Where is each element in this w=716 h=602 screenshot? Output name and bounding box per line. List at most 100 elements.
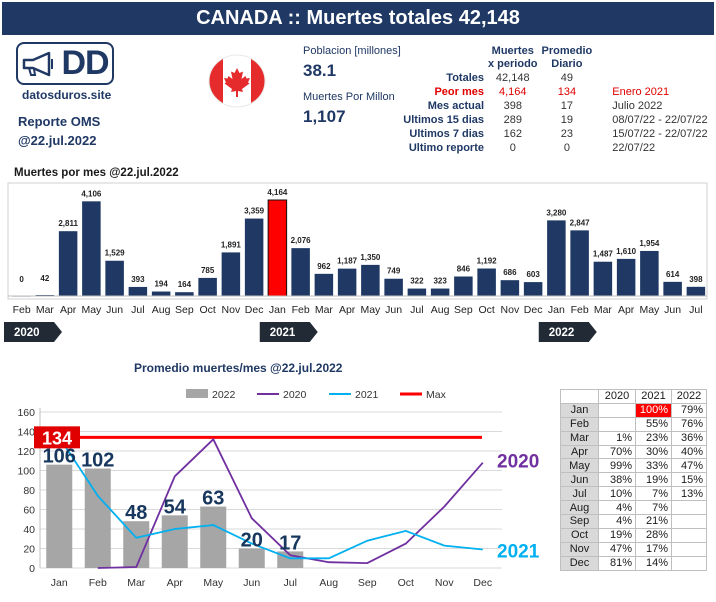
data-label: 2,811 bbox=[58, 219, 78, 228]
bar bbox=[430, 288, 450, 296]
data-label: 4,164 bbox=[267, 188, 288, 197]
bar bbox=[616, 258, 636, 296]
bar bbox=[454, 276, 473, 296]
data-label: 2,847 bbox=[570, 218, 591, 227]
percent-cell bbox=[671, 555, 707, 571]
bar bbox=[291, 248, 310, 296]
percent-cell: 70% bbox=[598, 444, 636, 460]
bar bbox=[570, 230, 589, 296]
tick-label: Feb bbox=[13, 304, 31, 316]
bar-2022-label: 17 bbox=[279, 532, 301, 554]
data-label: 846 bbox=[457, 264, 471, 273]
tick-label: Dec bbox=[524, 304, 543, 316]
legend-label-2022: 2022 bbox=[212, 389, 236, 401]
x-tick-label: Apr bbox=[167, 577, 184, 589]
percent-cell: Feb bbox=[560, 416, 599, 432]
percent-table-row: May 99% 33% 47% bbox=[560, 458, 707, 474]
x-tick-label: Sep bbox=[358, 577, 377, 589]
tick-label: Sep bbox=[175, 304, 194, 316]
max-badge bbox=[34, 426, 80, 449]
percent-table-row: Sep 4% 21% bbox=[560, 514, 707, 529]
series-end-label-2020: 2020 bbox=[497, 452, 539, 473]
tick-label: Nov bbox=[501, 304, 520, 316]
summary-row: Totales 42,148 49 bbox=[446, 72, 573, 84]
data-label: 1,487 bbox=[593, 250, 614, 259]
percent-cell: Oct bbox=[560, 527, 599, 543]
percent-cell: 10% bbox=[598, 486, 636, 502]
bar bbox=[640, 250, 659, 296]
x-tick-label: Jun bbox=[243, 577, 260, 589]
summary-header-muertes: Muertes bbox=[491, 45, 534, 57]
average-chart-title: Promedio muertes/mes @22.jul.2022 bbox=[134, 361, 343, 375]
percent-cell: 47% bbox=[671, 458, 707, 474]
series-end-label-2021: 2021 bbox=[497, 541, 540, 562]
bar-2022-label: 54 bbox=[164, 496, 187, 518]
bar bbox=[663, 281, 682, 296]
data-label: 785 bbox=[201, 266, 215, 275]
y-tick-label: 0 bbox=[29, 563, 35, 575]
bar bbox=[105, 260, 124, 296]
data-label: 164 bbox=[178, 280, 192, 289]
summary-header-promedio: Promedio bbox=[541, 45, 593, 57]
year-tag-2021: 2021 bbox=[259, 322, 318, 342]
summary-row: Ultimos 15 dias 289 19 08/07/22 - 22/07/22 bbox=[403, 114, 708, 126]
summary-row: Mes actual 398 17 Julio 2022 bbox=[427, 100, 663, 112]
bar bbox=[686, 286, 706, 296]
percent-table-wrap: 2020 2021 2022 Jan 100% 79% Feb 55% 76% Mar 1% 2… bbox=[560, 389, 707, 571]
percent-cell: May bbox=[560, 458, 599, 474]
per-million-value: 1,107 bbox=[303, 107, 346, 126]
population-value: 38.1 bbox=[303, 61, 337, 80]
data-label: 1,192 bbox=[477, 257, 498, 266]
data-label: 686 bbox=[503, 268, 517, 277]
max-badge-label: 134 bbox=[42, 428, 72, 448]
data-label: 962 bbox=[317, 262, 331, 271]
bar-2022 bbox=[84, 468, 111, 568]
data-label: 42 bbox=[40, 274, 49, 283]
bar bbox=[523, 282, 543, 296]
data-label: 749 bbox=[387, 267, 401, 276]
year-tag-label: 2021 bbox=[270, 327, 296, 339]
percent-table-row: Apr 70% 30% 40% bbox=[560, 444, 707, 460]
logo-text: DD bbox=[61, 44, 109, 82]
data-label: 323 bbox=[433, 277, 447, 286]
data-label: 398 bbox=[689, 275, 703, 284]
percent-cell: 40% bbox=[671, 444, 707, 460]
data-label: 614 bbox=[666, 270, 680, 279]
legend-swatch-2022 bbox=[186, 389, 208, 398]
y-tick-label: 120 bbox=[17, 446, 35, 458]
tick-label: Jul bbox=[131, 304, 144, 316]
bar-2022-label: 102 bbox=[81, 450, 114, 472]
percent-cell: 1% bbox=[598, 430, 636, 446]
percent-cell: 47% bbox=[598, 541, 636, 557]
percent-cell: 14% bbox=[635, 555, 672, 571]
percent-cell bbox=[671, 500, 707, 516]
tick-label: Sep bbox=[454, 304, 473, 316]
tick-label: Jan bbox=[269, 304, 286, 316]
percent-table: 2020 2021 2022 Jan 100% 79% Feb 55% 76% Mar 1% 2… bbox=[560, 389, 707, 571]
percent-cell: 38% bbox=[598, 472, 636, 488]
x-tick-label: Oct bbox=[398, 577, 414, 589]
summary-row: Ultimos 7 dias 162 23 15/07/22 - 22/07/22 bbox=[409, 128, 708, 140]
percent-cell: 100% bbox=[635, 402, 672, 418]
page-title: CANADA :: Muertes totales 42,148 bbox=[2, 2, 714, 35]
bar bbox=[547, 220, 566, 296]
year-tag-2020: 2020 bbox=[4, 322, 62, 342]
percent-cell bbox=[671, 514, 707, 529]
y-tick-label: 60 bbox=[23, 505, 35, 517]
percent-cell: 33% bbox=[635, 458, 672, 474]
legend-label-2021: 2021 bbox=[355, 389, 379, 401]
year-tag-shape bbox=[259, 322, 318, 342]
bar bbox=[221, 252, 241, 296]
percent-cell: 28% bbox=[635, 527, 672, 543]
bar bbox=[593, 261, 613, 296]
tick-label: Apr bbox=[339, 304, 356, 316]
data-label: 1,891 bbox=[221, 240, 242, 249]
series-line-2021 bbox=[58, 436, 483, 560]
bar bbox=[58, 231, 78, 296]
data-label: 603 bbox=[526, 270, 540, 279]
data-label: 1,954 bbox=[639, 239, 660, 248]
bar-2022 bbox=[238, 548, 265, 568]
bar bbox=[407, 288, 427, 296]
summary-header-periodo: x periodo bbox=[488, 58, 538, 70]
percent-cell: 23% bbox=[635, 430, 672, 446]
